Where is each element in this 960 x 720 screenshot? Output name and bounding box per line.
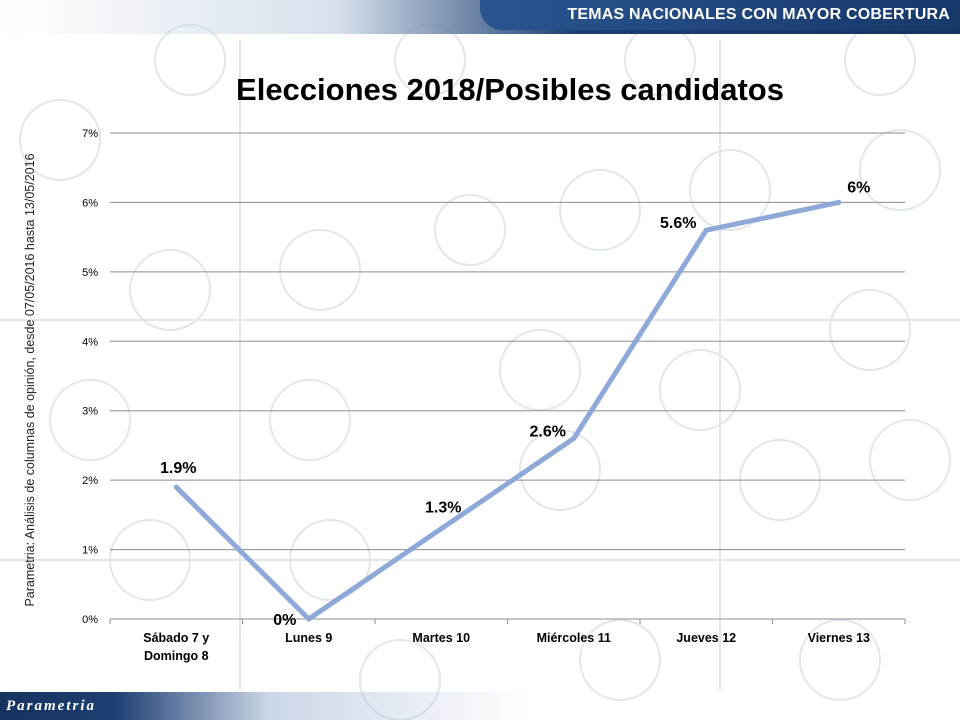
x-tick-label: Viernes 13 [808,631,870,645]
data-point [438,526,444,532]
y-tick-label: 0% [82,614,98,626]
data-point [571,435,577,441]
data-point [703,227,709,233]
y-tick-label: 2% [82,475,98,487]
data-label: 0% [273,612,296,629]
y-tick-label: 5% [82,267,98,279]
y-tick-label: 7% [82,128,98,140]
footer-band [0,692,960,720]
series-line [173,199,842,622]
y-tick-label: 4% [82,336,98,348]
data-label: 2.6% [530,423,566,440]
data-label: 1.3% [425,500,461,517]
y-tick-label: 3% [82,406,98,418]
data-point [173,484,179,490]
header-tab [480,0,960,30]
chart-title: Elecciones 2018/Posibles candidatos [236,72,784,107]
y-tick-label: 1% [82,545,98,557]
x-tick-label: Sábado 7 y Domingo 8 [143,631,209,663]
x-tick-label: Miércoles 11 [537,631,611,645]
footer-logo: Parametria [6,698,96,714]
x-tick-label: Lunes 9 [285,631,332,645]
data-point [306,616,312,622]
data-label: 1.9% [160,460,196,477]
header-title: TEMAS NACIONALES CON MAYOR COBERTURA [567,6,950,23]
data-label: 6% [847,179,870,196]
x-tick-label: Jueves 12 [676,631,736,645]
data-label: 5.6% [660,215,696,232]
y-tick-label: 6% [82,197,98,209]
data-point [836,199,842,205]
x-tick-label: Martes 10 [412,631,470,645]
